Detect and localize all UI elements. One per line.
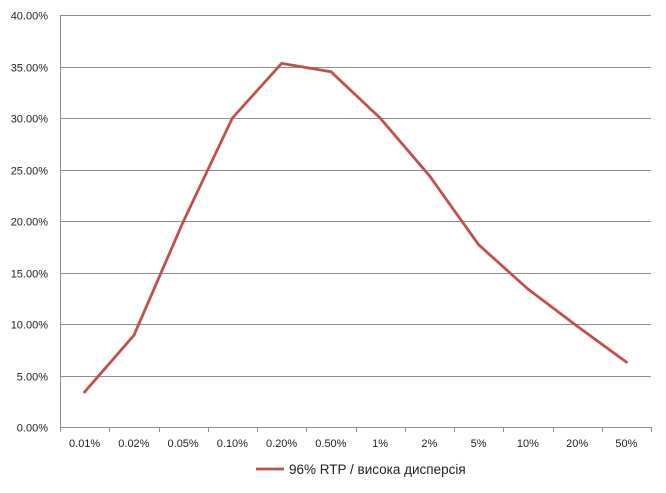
data-point xyxy=(329,70,333,74)
data-point xyxy=(477,243,481,247)
x-tick-label: 0.50% xyxy=(315,438,346,450)
data-point xyxy=(575,324,579,328)
x-axis: 0.01% 0.02% 0.05% 0.10% 0.20% 0.50% 1% 2% 5% 10% 2… xyxy=(60,427,652,450)
x-tick-label: 0.01% xyxy=(69,438,100,450)
x-tick-label: 0.20% xyxy=(266,438,297,450)
data-point xyxy=(230,116,234,120)
x-tick-label: 0.05% xyxy=(168,438,199,450)
y-axis: 0.00% 5.00% 10.00% 15.00% 20.00% 25.00% 30.00%… xyxy=(11,11,61,435)
x-tick-label: 1% xyxy=(372,438,388,450)
x-tick-label: 0.02% xyxy=(118,438,149,450)
data-point xyxy=(624,360,628,364)
y-tick-label: 40.00% xyxy=(11,11,49,23)
y-tick-label: 5.00% xyxy=(17,372,48,384)
x-tick-label: 50% xyxy=(615,438,637,450)
y-tick-label: 25.00% xyxy=(11,166,49,178)
data-point xyxy=(526,287,530,291)
x-tick-label: 0.10% xyxy=(217,438,248,450)
x-tick-label: 5% xyxy=(471,438,487,450)
series-group xyxy=(83,62,628,394)
legend-label: 96% RTP / висока дисперсія xyxy=(289,462,466,477)
series-line xyxy=(83,62,628,394)
data-point xyxy=(132,333,136,337)
y-tick-label: 35.00% xyxy=(11,63,49,75)
y-tick-label: 20.00% xyxy=(11,217,49,229)
legend: 96% RTP / висока дисперсія xyxy=(256,462,466,477)
x-tick-label: 10% xyxy=(517,438,539,450)
data-point xyxy=(83,390,87,394)
y-tick-label: 0.00% xyxy=(17,423,48,435)
x-tick-label: 2% xyxy=(421,438,437,450)
data-point xyxy=(181,220,185,224)
y-tick-label: 10.00% xyxy=(11,320,49,332)
data-point xyxy=(427,174,431,178)
gridlines xyxy=(60,15,651,428)
y-tick-label: 30.00% xyxy=(11,114,49,126)
data-point xyxy=(280,62,284,65)
y-tick-label: 15.00% xyxy=(11,269,49,281)
x-tick-label: 20% xyxy=(566,438,588,450)
data-point xyxy=(378,116,382,120)
